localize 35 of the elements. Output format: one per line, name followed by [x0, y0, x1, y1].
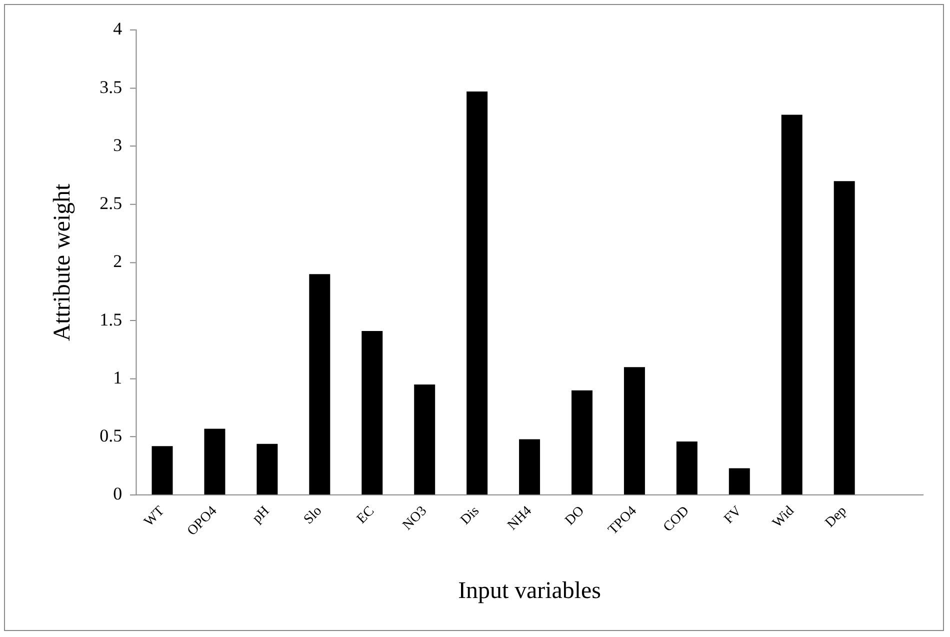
y-tick-label: 4 [113, 18, 122, 39]
x-tick-label: DO [562, 504, 588, 529]
x-axis-title: Input variables [458, 578, 601, 604]
x-tick-label: COD [660, 504, 692, 536]
x-tick-label: Dep [822, 504, 850, 531]
bar [256, 444, 278, 494]
bar [624, 367, 645, 494]
y-tick-label: 2.5 [100, 193, 122, 214]
x-tick-label: EC [354, 504, 378, 527]
y-axis-title: Attribute weight [50, 183, 76, 342]
bar [834, 181, 855, 494]
bar [204, 428, 226, 494]
bar [362, 331, 383, 494]
bar [728, 468, 750, 494]
y-tick-label: 2 [113, 251, 122, 272]
y-tick-label: 0.5 [100, 426, 122, 446]
bar [519, 439, 540, 494]
x-tick-label: Slo [301, 504, 326, 528]
bar [572, 390, 592, 494]
x-tick-label: Wid [770, 504, 798, 531]
y-tick-label: 1.5 [100, 309, 122, 330]
bar [781, 114, 802, 494]
y-tick-label: 3.5 [100, 76, 122, 97]
x-tick-label: pH [250, 504, 273, 526]
bar [466, 92, 488, 494]
y-tick-label: 0 [113, 484, 122, 504]
x-tick-label: FV [722, 504, 745, 527]
bar [414, 384, 436, 494]
x-tick-label: Dis [458, 504, 482, 528]
bar [152, 446, 173, 494]
x-tick-label: WT [142, 503, 168, 530]
bar [309, 274, 330, 494]
y-tick-label: 1 [113, 367, 122, 388]
y-tick-label: 3 [113, 134, 122, 155]
bar [676, 442, 698, 494]
